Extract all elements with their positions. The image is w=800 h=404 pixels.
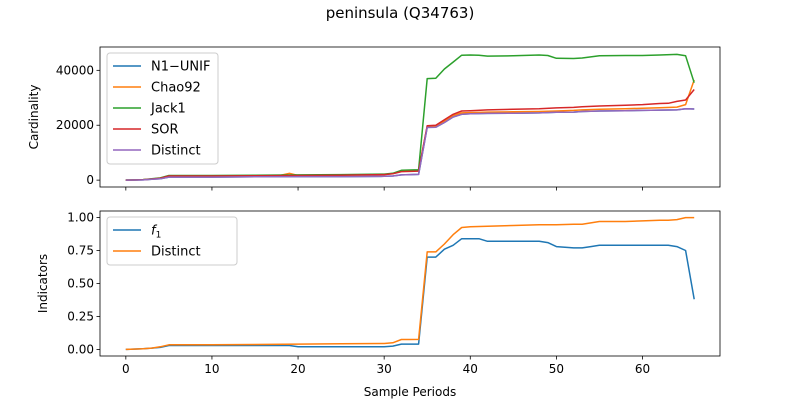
panel-2: 0 10 20 30 40 50 60 0.00 0.25 0.50 0.75 1.00 Indicat… (36, 211, 721, 376)
y-tick-label: 0.50 (67, 277, 94, 291)
y-tick-label: 0 (86, 173, 94, 187)
legend-box (106, 52, 219, 165)
axes-frame-1 (99, 46, 721, 188)
y-tick-label: 1.00 (67, 211, 94, 225)
legend-box (106, 216, 238, 266)
x-tick-label: 0 (122, 362, 130, 376)
x-tick-label: 20 (290, 362, 305, 376)
x-tick-label: 10 (204, 362, 219, 376)
y-axis-label: Indicators (36, 254, 50, 313)
x-tick-label: 40 (463, 362, 478, 376)
series-line-1-5 (125, 108, 695, 181)
x-tick-label: 50 (549, 362, 564, 376)
x-axis-label: Sample Periods (364, 385, 456, 399)
y-tick-label: 40000 (56, 63, 94, 77)
y-tick-label: 20000 (56, 118, 94, 132)
legend-label: f1 (151, 224, 161, 241)
legend-label: Distinct (151, 245, 201, 260)
legend-label: SOR (151, 123, 179, 138)
series-line-1-4 (125, 89, 695, 181)
y-tick-label: 0.75 (67, 244, 94, 258)
series-line-2-1 (125, 237, 695, 351)
legend-label: Distinct (151, 144, 201, 159)
y-tick-label: 0.00 (67, 342, 94, 356)
legend-label: N1−UNIF (151, 60, 210, 75)
panel-1: 0 20000 40000 Cardinality N1−UNIF Chao92 Jack1… (27, 46, 721, 191)
y-tick-label: 0.25 (67, 309, 94, 323)
x-tick-label: 30 (377, 362, 392, 376)
y-axis-label: Cardinality (27, 85, 41, 150)
figure-title: peninsula (Q34763) (325, 4, 475, 22)
series-line-2-2 (125, 216, 695, 351)
legend-label: Chao92 (151, 81, 201, 96)
legend-label: Jack1 (150, 102, 186, 117)
x-tick-label: 60 (635, 362, 650, 376)
